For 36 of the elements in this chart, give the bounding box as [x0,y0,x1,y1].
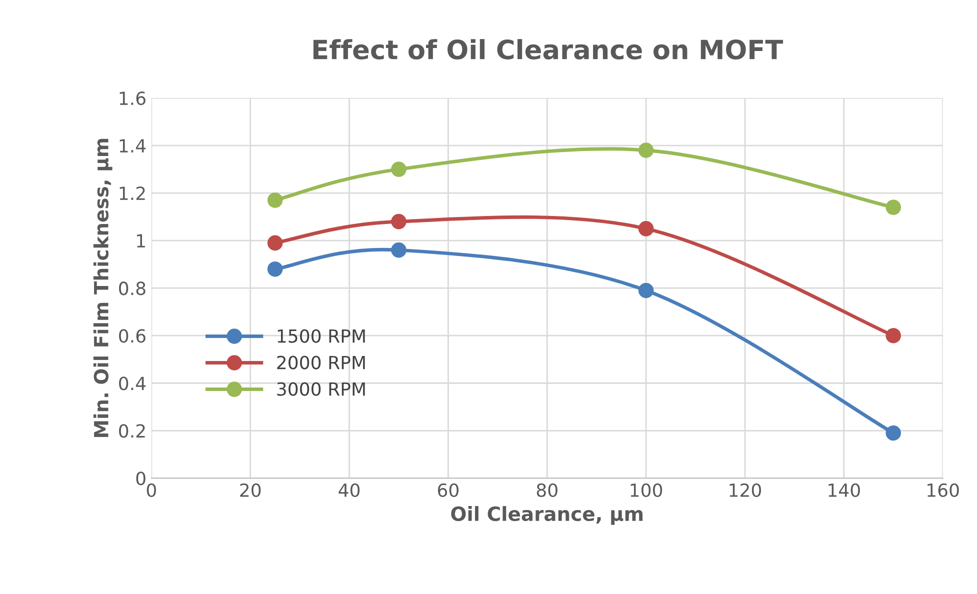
x-tick-label: 120 [730,483,761,498]
x-tick-label: 140 [828,483,860,498]
x-tick-label: 160 [928,483,959,498]
point [267,192,283,208]
x-tick-label: 0 [146,483,156,498]
y-tick-label: 0.2 [119,424,145,438]
y-axis-title: Min. Oil Film Thickness, µm [93,138,112,438]
point [638,221,654,236]
point [391,162,406,177]
y-tick-label: 1.4 [120,139,146,152]
chart-title: Effect of Oil Clearance on MOFT [313,39,784,60]
y-tick-label: 0 [136,472,146,486]
legend-label: 1500 RPM [278,329,365,343]
y-tick-label: 1.2 [120,186,145,200]
x-tick-label: 80 [536,483,558,498]
x-tick-label: 100 [630,483,662,498]
point [886,200,901,215]
y-tick-label: 1.6 [120,91,146,106]
point [267,261,283,277]
point [391,242,406,258]
legend-label: 3000 RPM [277,382,365,396]
y-tick-label: 0.4 [119,376,146,390]
point [886,328,901,344]
y-tick-label: 0.8 [119,282,146,296]
x-tick-label: 20 [240,483,261,498]
y-tick-label: 0.6 [119,329,146,343]
x-tick-label: 60 [438,483,458,498]
point [638,282,654,298]
point [638,142,654,158]
x-axis-title: Oil Clearance, µm [451,506,643,525]
legend-label: 2000 RPM [277,356,365,370]
x-tick-label: 40 [338,483,360,498]
point [391,214,406,230]
point [267,235,283,251]
point [886,425,901,441]
y-tick-label: 1 [137,234,145,248]
